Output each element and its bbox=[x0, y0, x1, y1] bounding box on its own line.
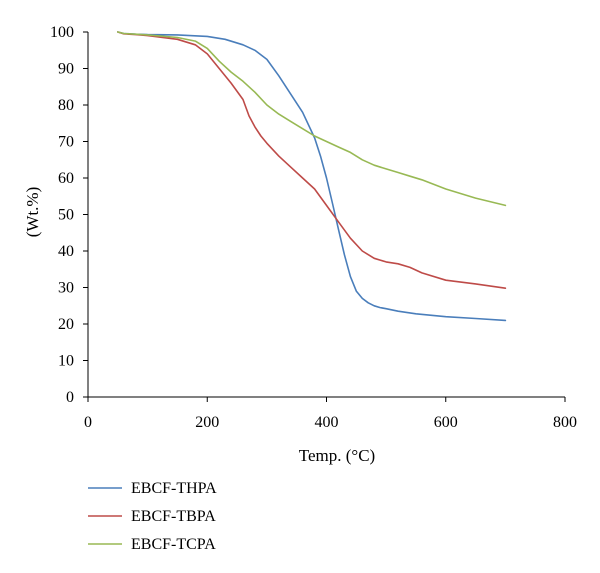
x-tick-label: 600 bbox=[434, 414, 458, 431]
x-axis: 0 200 400 600 800 bbox=[84, 396, 577, 431]
legend-label: EBCF-TCPA bbox=[131, 536, 216, 553]
y-tick-label: 30 bbox=[58, 280, 74, 297]
legend-label: EBCF-THPA bbox=[131, 480, 217, 497]
y-tick-label: 10 bbox=[58, 353, 74, 370]
x-tick-label: 0 bbox=[84, 414, 92, 431]
series-line-ebcf-tcpa bbox=[117, 31, 507, 207]
y-tick-label: 80 bbox=[58, 97, 74, 114]
y-tick-label: 90 bbox=[58, 61, 74, 78]
x-axis-title: Temp. (°C) bbox=[299, 446, 375, 465]
legend-label: EBCF-TBPA bbox=[131, 508, 216, 525]
y-tick-label: 100 bbox=[50, 24, 74, 41]
y-tick-label: 70 bbox=[58, 134, 74, 151]
legend: EBCF-THPA EBCF-TBPA EBCF-TCPA bbox=[88, 480, 217, 553]
y-axis: 0 10 20 30 40 50 60 70 80 90 100 bbox=[50, 24, 89, 406]
y-tick-label: 0 bbox=[66, 389, 74, 406]
series-line-ebcf-tbpa bbox=[117, 31, 507, 290]
y-tick-label: 60 bbox=[58, 170, 74, 187]
y-tick-label: 20 bbox=[58, 316, 74, 333]
x-tick-label: 400 bbox=[315, 414, 339, 431]
series-line-ebcf-thpa bbox=[117, 31, 507, 322]
y-tick-label: 50 bbox=[58, 207, 74, 224]
x-tick-label: 200 bbox=[195, 414, 219, 431]
x-tick-label: 800 bbox=[553, 414, 577, 431]
plot-area bbox=[117, 31, 507, 322]
y-tick-label: 40 bbox=[58, 243, 74, 260]
y-axis-title: (Wt.%) bbox=[23, 187, 42, 238]
